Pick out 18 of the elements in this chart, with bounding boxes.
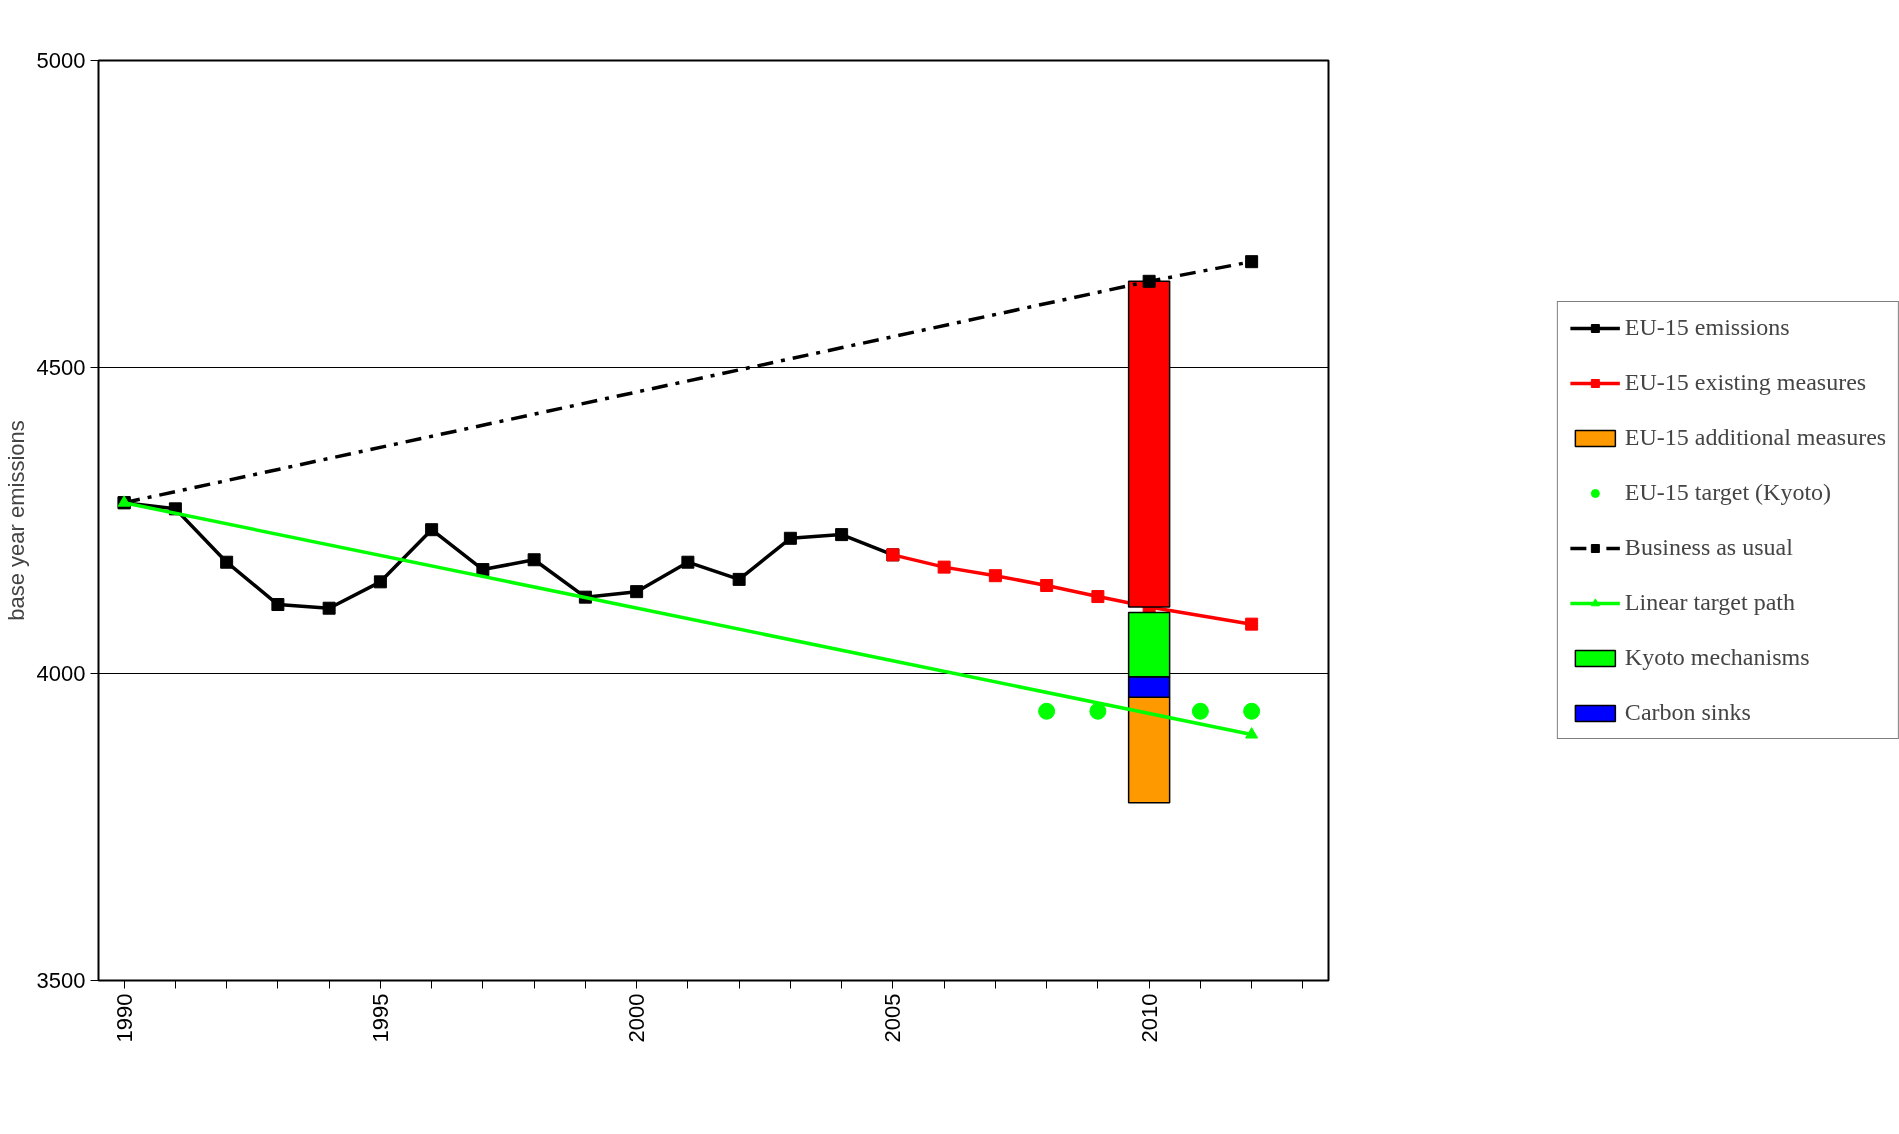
legend-label: EU-15 target (Kyoto) bbox=[1624, 479, 1832, 506]
legend-label: EU-15 additional measures bbox=[1624, 424, 1887, 451]
legend-label: Linear target path bbox=[1624, 589, 1796, 616]
y-tick-label: 3500 bbox=[36, 968, 86, 993]
y-tick-label: 4500 bbox=[36, 354, 86, 380]
y-axis-title: base year emissions bbox=[3, 420, 29, 621]
y-tick-label: 5000 bbox=[36, 48, 86, 73]
legend-label: Kyoto mechanisms bbox=[1624, 644, 1810, 671]
x-tick-label: 2010 bbox=[1136, 993, 1162, 1043]
x-tick-label: 1990 bbox=[111, 993, 137, 1043]
legend-label: EU-15 emissions bbox=[1624, 314, 1790, 341]
x-tick-label: 2000 bbox=[624, 993, 650, 1043]
legend-label: EU-15 existing measures bbox=[1624, 369, 1867, 396]
x-tick-label: 2005 bbox=[880, 993, 906, 1043]
legend-label: Business as usual bbox=[1624, 534, 1793, 561]
legend-label: Carbon sinks bbox=[1624, 699, 1751, 726]
y-tick-label: 4000 bbox=[36, 661, 86, 687]
x-tick-label: 1995 bbox=[367, 993, 393, 1043]
